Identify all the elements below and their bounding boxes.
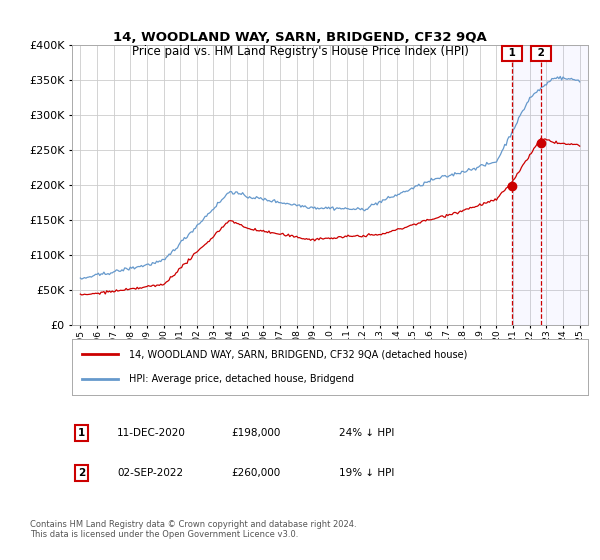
Text: £260,000: £260,000 [231, 468, 280, 478]
Text: Contains HM Land Registry data © Crown copyright and database right 2024.
This d: Contains HM Land Registry data © Crown c… [30, 520, 356, 539]
Bar [512, 45, 588, 325]
Text: £198,000: £198,000 [231, 428, 280, 438]
Text: 02-SEP-2022: 02-SEP-2022 [117, 468, 183, 478]
Text: 2: 2 [533, 48, 548, 58]
Text: HPI: Average price, detached house, Bridgend: HPI: Average price, detached house, Brid… [129, 374, 354, 384]
Text: 11-DEC-2020: 11-DEC-2020 [117, 428, 186, 438]
Text: Price paid vs. HM Land Registry's House Price Index (HPI): Price paid vs. HM Land Registry's House … [131, 45, 469, 58]
Text: 14, WOODLAND WAY, SARN, BRIDGEND, CF32 9QA: 14, WOODLAND WAY, SARN, BRIDGEND, CF32 9… [113, 31, 487, 44]
Text: 1: 1 [78, 428, 85, 438]
Text: 2: 2 [78, 468, 85, 478]
Text: 1: 1 [505, 48, 519, 58]
Text: 19% ↓ HPI: 19% ↓ HPI [339, 468, 394, 478]
Text: 24% ↓ HPI: 24% ↓ HPI [339, 428, 394, 438]
Text: 14, WOODLAND WAY, SARN, BRIDGEND, CF32 9QA (detached house): 14, WOODLAND WAY, SARN, BRIDGEND, CF32 9… [129, 349, 467, 360]
